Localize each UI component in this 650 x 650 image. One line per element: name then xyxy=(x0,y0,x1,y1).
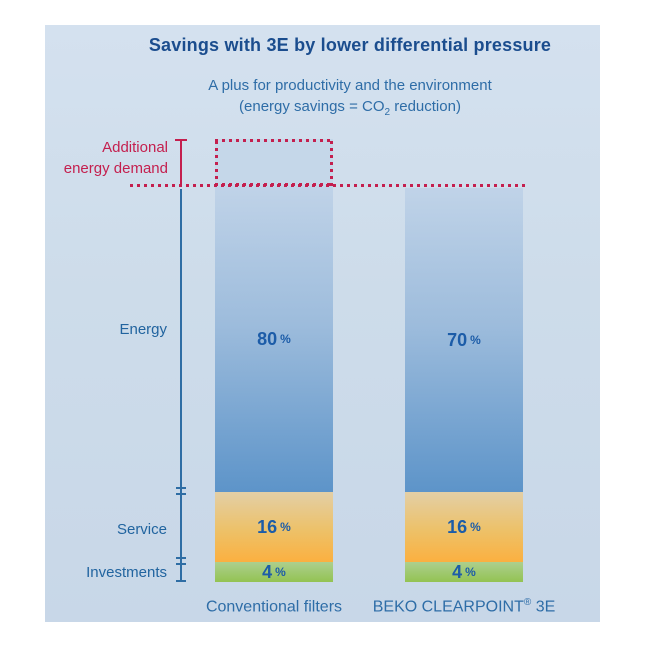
percent-sign: % xyxy=(280,520,291,534)
axis-tick xyxy=(176,563,186,565)
bar-beko-clearpoint-3e: 70% 16% 4% xyxy=(405,188,523,582)
segment-service-clearpoint: 16% xyxy=(405,492,523,562)
co2-subscript: 2 xyxy=(384,107,391,118)
axis-tick xyxy=(176,580,186,582)
value-axis-line xyxy=(180,189,182,582)
category-label-beko-clearpoint: BEKO CLEARPOINT® 3E xyxy=(372,597,556,616)
energy-value-conventional: 80 xyxy=(257,328,278,349)
bar-conventional-filters: 80% 16% 4% xyxy=(215,186,333,582)
percent-sign: % xyxy=(470,520,481,534)
investments-value-conventional: 4 xyxy=(262,561,273,582)
service-value-conventional: 16 xyxy=(257,516,278,537)
chart-title: Savings with 3E by lower differential pr… xyxy=(148,35,552,55)
reference-dotted-line xyxy=(130,184,525,187)
segment-investments-clearpoint: 4% xyxy=(405,562,523,582)
investments-value-clearpoint: 4 xyxy=(452,561,463,582)
row-label-service: Service xyxy=(116,521,167,538)
category-label-conventional-filters: Conventional filters xyxy=(205,598,343,616)
subtitle-line2: (energy savings = CO2 reduction) xyxy=(239,98,461,118)
percent-sign: % xyxy=(465,565,476,579)
additional-demand-dotted-box xyxy=(215,139,333,186)
percent-sign: % xyxy=(470,333,481,347)
registered-trademark-symbol: ® xyxy=(523,597,532,608)
segment-service-conventional: 16% xyxy=(215,492,333,562)
row-label-energy: Energy xyxy=(119,321,167,338)
segment-investments-conventional: 4% xyxy=(215,562,333,582)
annotation-bracket-cap xyxy=(175,139,187,141)
annotation-bracket-line xyxy=(180,141,182,186)
percent-sign: % xyxy=(275,565,286,579)
energy-value-clearpoint: 70 xyxy=(447,329,468,350)
service-value-clearpoint: 16 xyxy=(447,516,468,537)
additional-energy-demand-label: Additional energy demand xyxy=(63,139,168,177)
percent-sign: % xyxy=(280,332,291,346)
chart-panel: Savings with 3E by lower differential pr… xyxy=(45,25,600,622)
axis-tick xyxy=(176,493,186,495)
chart-subtitle: A plus for productivity and the environm… xyxy=(100,75,600,123)
segment-energy-conventional: 80% xyxy=(215,186,333,492)
axis-tick xyxy=(176,557,186,559)
axis-tick xyxy=(176,487,186,489)
row-label-investments: Investments xyxy=(86,564,167,581)
subtitle-line1: A plus for productivity and the environm… xyxy=(208,77,492,94)
segment-energy-clearpoint: 70% xyxy=(405,188,523,492)
